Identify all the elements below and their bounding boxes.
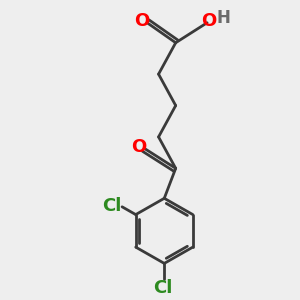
Text: O: O [201, 12, 216, 30]
Text: O: O [134, 12, 150, 30]
Text: Cl: Cl [153, 279, 172, 297]
Text: O: O [131, 138, 147, 156]
Text: Cl: Cl [102, 197, 122, 215]
Text: H: H [217, 9, 231, 27]
